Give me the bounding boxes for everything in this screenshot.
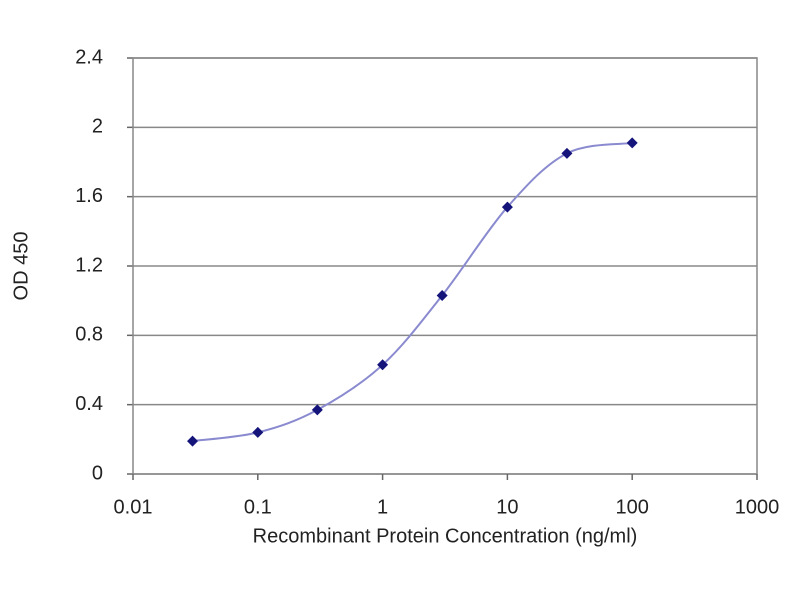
x-tick-label: 10 [496, 496, 518, 518]
curve [192, 141, 633, 443]
point [561, 147, 573, 159]
point [311, 404, 323, 416]
x-tick-label: 1 [377, 496, 388, 518]
y-tick-label: 1.6 [75, 185, 103, 207]
x-tick-label: 0.1 [244, 496, 272, 518]
point [436, 289, 448, 301]
y-tick-label: 1.2 [75, 254, 103, 276]
x-axis-label: Recombinant Protein Concentration (ng/ml… [253, 525, 638, 547]
y-axis-label: OD 450 [10, 232, 32, 301]
point [187, 435, 199, 447]
x-tick-label: 100 [616, 496, 649, 518]
y-tick-label: 2 [92, 116, 103, 138]
y-tick-label: 0 [92, 462, 103, 484]
y-tick-label: 2.4 [75, 46, 103, 68]
plot-frame [132, 57, 758, 475]
point [377, 359, 389, 371]
point [626, 137, 638, 149]
x-tick-label: 1000 [735, 496, 780, 518]
y-tick-label: 0.8 [75, 324, 103, 346]
x-tick-label: 0.01 [114, 496, 153, 518]
y-tick-label: 0.4 [75, 393, 103, 415]
point [252, 426, 264, 438]
point [501, 201, 513, 213]
